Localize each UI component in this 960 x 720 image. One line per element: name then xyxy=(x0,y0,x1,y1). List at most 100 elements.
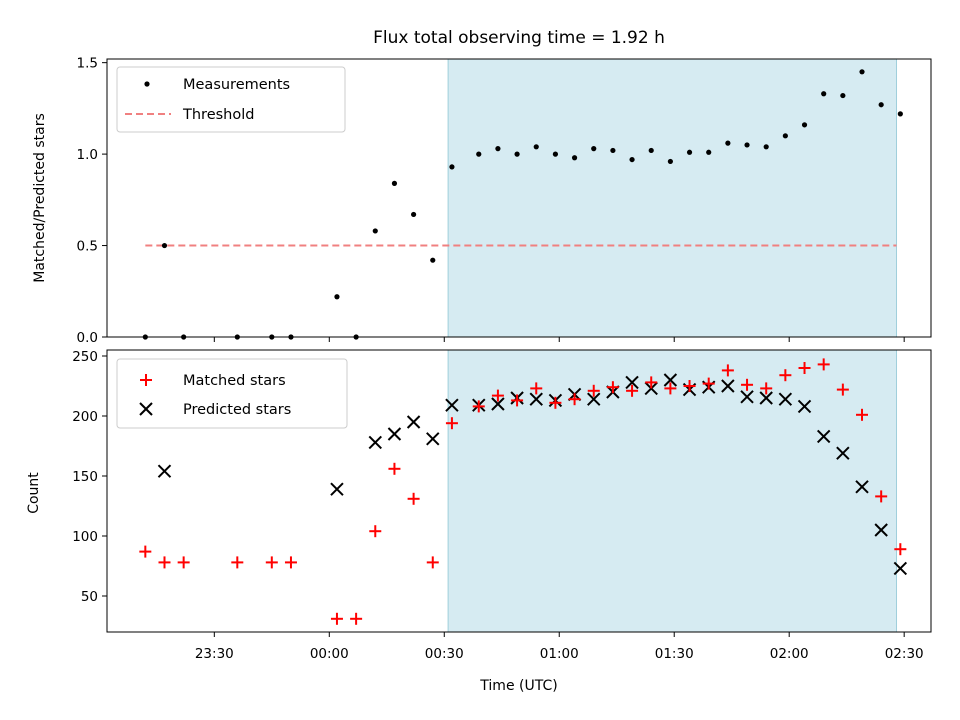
x-axis-label: Time (UTC) xyxy=(479,678,557,694)
measurement-point xyxy=(571,155,578,161)
matched-point xyxy=(587,384,600,397)
predicted-point xyxy=(491,397,505,411)
matched-point xyxy=(606,381,619,394)
top-plot-frame xyxy=(106,58,932,338)
legend-predicted-marker xyxy=(139,402,153,416)
measurement-point xyxy=(897,111,903,117)
matched-point xyxy=(231,556,244,569)
bottom-ytick-label: 100 xyxy=(72,529,98,545)
matched-point xyxy=(426,556,439,569)
legend-matched-label: Matched stars xyxy=(183,373,286,389)
predicted-point xyxy=(836,446,850,460)
matched-point xyxy=(836,383,849,396)
matched-point xyxy=(549,396,562,409)
measurement-point xyxy=(725,140,731,146)
measurement-point xyxy=(840,92,846,99)
top-observing-span xyxy=(447,58,898,338)
top-ytick-label: 1.0 xyxy=(77,147,98,163)
measurement-point xyxy=(552,151,559,157)
predicted-point xyxy=(816,429,831,444)
measurement-point xyxy=(372,228,378,234)
measurement-point xyxy=(476,151,482,157)
top-ytick-label: 0.0 xyxy=(77,330,98,346)
matched-point xyxy=(265,556,278,569)
matched-point xyxy=(445,417,458,430)
predicted-point xyxy=(874,523,888,537)
predicted-point xyxy=(740,390,754,404)
chart-title: Flux total observing time = 1.92 h xyxy=(373,28,665,48)
bottom-y-axis-label: Count xyxy=(26,472,42,514)
measurement-point xyxy=(706,149,712,155)
bottom-ytick-label: 50 xyxy=(81,589,98,605)
measurement-point xyxy=(430,257,436,263)
matched-point xyxy=(284,556,297,569)
matched-point xyxy=(626,384,639,397)
matched-point xyxy=(856,408,869,421)
legend-threshold-label: Threshold xyxy=(182,107,254,123)
bottom-legend: Matched stars Predicted stars xyxy=(116,358,348,429)
predicted-point xyxy=(330,482,344,496)
matched-point xyxy=(894,543,907,556)
matched-point xyxy=(702,377,715,390)
matched-point xyxy=(798,362,811,374)
xtick-label: 00:00 xyxy=(310,646,349,662)
top-ytick-label: 1.5 xyxy=(77,56,98,72)
predicted-point xyxy=(759,391,773,405)
measurement-point xyxy=(859,69,865,75)
legend-matched-marker xyxy=(140,374,152,386)
matched-point xyxy=(139,545,152,558)
matched-point xyxy=(177,556,190,569)
measurement-point xyxy=(449,164,455,170)
bottom-plot-frame xyxy=(106,349,932,633)
top-legend-box xyxy=(116,66,346,133)
matched-point xyxy=(817,358,830,371)
predicted-point xyxy=(797,399,812,414)
top-panel: 0.0 0.5 1.0 1.5 Matched/Predicted stars Mea… xyxy=(32,56,932,346)
measurement-point xyxy=(878,102,884,108)
measurement-point xyxy=(629,156,635,163)
matched-point xyxy=(875,490,888,503)
matched-point xyxy=(645,376,658,389)
predicted-point xyxy=(387,427,402,441)
xtick-label: 01:00 xyxy=(540,646,579,662)
bottom-ytick-label: 150 xyxy=(72,469,98,485)
measurement-point xyxy=(411,211,417,218)
predicted-point xyxy=(157,464,172,478)
predicted-point xyxy=(778,392,793,406)
xtick-label: 23:30 xyxy=(195,646,234,662)
matched-point xyxy=(760,382,773,395)
matched-point xyxy=(330,612,343,625)
measurement-point xyxy=(744,142,750,148)
matched-point xyxy=(158,556,171,569)
measurement-point xyxy=(391,180,398,186)
top-ytick-label: 0.5 xyxy=(77,239,98,255)
measurement-point xyxy=(782,133,788,139)
predicted-point xyxy=(587,392,601,406)
measurement-point xyxy=(161,242,168,249)
predicted-point xyxy=(406,415,421,429)
predicted-point xyxy=(368,435,382,450)
predicted-point xyxy=(721,379,735,393)
matched-point xyxy=(472,400,485,413)
matched-point xyxy=(568,393,581,406)
predicted-point xyxy=(529,392,543,406)
matched-point xyxy=(683,380,696,392)
measurement-point xyxy=(514,151,520,157)
xtick-label: 01:30 xyxy=(655,646,694,662)
measurement-point xyxy=(821,91,827,97)
matched-point xyxy=(491,389,504,402)
legend-measurements-label: Measurements xyxy=(183,77,290,93)
bottom-observing-span xyxy=(447,349,898,633)
bottom-panel: 50 100 150 200 250 23:30 00:00 00:30 01:00 01:30… xyxy=(26,349,932,694)
matched-point xyxy=(664,382,677,395)
xtick-label: 00:30 xyxy=(425,646,464,662)
measurement-point xyxy=(648,147,654,154)
bottom-ytick-label: 250 xyxy=(72,349,98,365)
measurement-point xyxy=(610,147,616,154)
measurement-point xyxy=(686,149,693,155)
matched-point xyxy=(741,378,754,391)
predicted-point xyxy=(663,373,678,387)
predicted-point xyxy=(855,480,869,494)
measurement-point xyxy=(763,144,769,150)
